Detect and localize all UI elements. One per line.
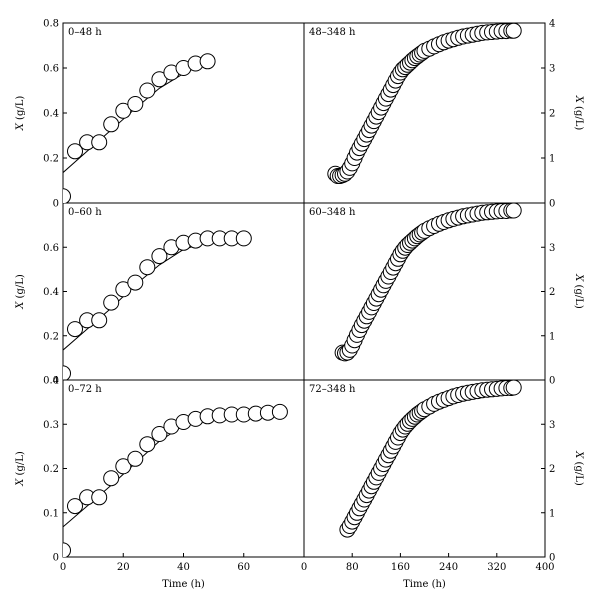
y-tick-label: 2 — [549, 464, 555, 475]
y-tick-label: 0.4 — [43, 287, 59, 298]
data-point — [505, 380, 522, 396]
data-point — [67, 321, 83, 338]
data-point — [67, 498, 83, 515]
y-axis-label: X (g/L) — [573, 95, 584, 131]
x-tick-label: 0 — [60, 562, 66, 573]
y-tick-label: 0.2 — [43, 154, 59, 165]
data-point — [199, 53, 216, 70]
y-tick-label: 0 — [549, 199, 555, 210]
data-point — [67, 143, 83, 160]
fit-line — [63, 61, 208, 173]
y-axis-label: X (g/L) — [15, 274, 26, 310]
y-tick-label: 0.6 — [43, 243, 59, 254]
panel-label: 0–60 h — [68, 207, 102, 218]
y-axis-label: X (g/L) — [573, 273, 584, 309]
data-point — [63, 365, 71, 380]
data-point — [235, 230, 252, 247]
data-points — [63, 53, 216, 203]
panel-4: 0 1 2 3 60–348 h — [309, 203, 555, 387]
y-axis-label: X (g/L) — [15, 96, 26, 132]
x-tick-label: 20 — [117, 562, 130, 573]
x-axis-label: Time (h) — [162, 579, 205, 590]
x-tick-label: 60 — [237, 562, 250, 573]
y-tick-label: 0.4 — [43, 376, 59, 387]
data-point — [127, 450, 144, 467]
data-point — [63, 188, 71, 203]
data-point — [103, 470, 120, 487]
y-tick-label: 3 — [549, 64, 555, 75]
panel-label: 0–48 h — [68, 27, 102, 38]
data-points — [334, 203, 522, 362]
data-point — [139, 82, 156, 99]
panel-label: 48–348 h — [309, 27, 356, 38]
data-point — [103, 116, 120, 133]
y-tick-label: 0.8 — [43, 19, 59, 30]
data-point — [91, 312, 108, 329]
panel-6: 0 1 2 3 0 80 160 240 320 400 72–348 h — [301, 380, 555, 573]
data-point — [127, 274, 144, 291]
data-point — [151, 426, 168, 442]
panel-3: 0 0.2 0.4 0.6 0–60 h — [43, 207, 252, 387]
y-tick-label: 0.2 — [43, 464, 59, 475]
y-tick-label: 0 — [549, 376, 555, 387]
data-point — [63, 542, 71, 557]
y-tick-label: 2 — [549, 109, 555, 120]
y-tick-label: 3 — [549, 243, 555, 254]
y-tick-label: 4 — [549, 19, 555, 30]
panel-5: 00.10.20.30.40 20 40 600–72 h — [43, 376, 288, 573]
y-tick-label: 0 — [549, 553, 555, 564]
data-point — [91, 134, 108, 151]
x-tick-label: 0 — [301, 562, 307, 573]
data-point — [115, 458, 132, 475]
y-tick-label: 0.2 — [43, 331, 59, 342]
x-tick-label: 240 — [439, 562, 458, 573]
x-axis-label: Time (h) — [403, 579, 446, 590]
y-tick-label: 0.4 — [43, 109, 59, 120]
y-tick-label: 1 — [549, 154, 555, 165]
x-tick-label: 160 — [391, 562, 410, 573]
y-tick-label: 0 — [53, 553, 59, 564]
y-tick-label: 0.3 — [43, 420, 59, 431]
y-axis-label: X (g/L) — [15, 451, 26, 487]
y-tick-label: 2 — [549, 287, 555, 298]
x-tick-label: 40 — [177, 562, 190, 573]
data-point — [505, 23, 522, 39]
x-tick-label: 320 — [487, 562, 506, 573]
data-point — [139, 436, 156, 453]
y-tick-label: 0 — [53, 199, 59, 210]
data-points — [63, 403, 288, 557]
y-tick-label: 0 — [53, 376, 59, 387]
panel-2: 0 1 2 3 4 48–348 h — [309, 19, 555, 210]
y-tick-label: 0.1 — [43, 508, 59, 519]
data-point — [115, 102, 132, 119]
panel-label: 72–348 h — [309, 384, 356, 395]
y-tick-label: 0.6 — [43, 64, 59, 75]
panel-label: 0–72 h — [68, 384, 102, 395]
data-point — [115, 281, 132, 298]
data-points — [63, 230, 252, 380]
data-point — [151, 71, 168, 88]
data-points — [327, 23, 522, 184]
data-point — [151, 248, 168, 265]
data-point — [505, 203, 522, 219]
panel-1: 0 0.2 0.4 0.6 0.8 0–48 h — [43, 19, 216, 210]
data-point — [91, 489, 108, 506]
data-point — [103, 294, 120, 311]
y-tick-label: 1 — [549, 331, 555, 342]
y-tick-label: 1 — [549, 508, 555, 519]
y-axis-label: X (g/L) — [573, 450, 584, 486]
panel-label: 60–348 h — [309, 207, 356, 218]
data-point — [127, 96, 144, 112]
x-tick-label: 400 — [535, 562, 554, 573]
data-point — [139, 259, 156, 276]
data-points — [339, 380, 522, 538]
data-point — [271, 403, 288, 420]
x-tick-label: 80 — [346, 562, 359, 573]
y-tick-label: 3 — [549, 420, 555, 431]
